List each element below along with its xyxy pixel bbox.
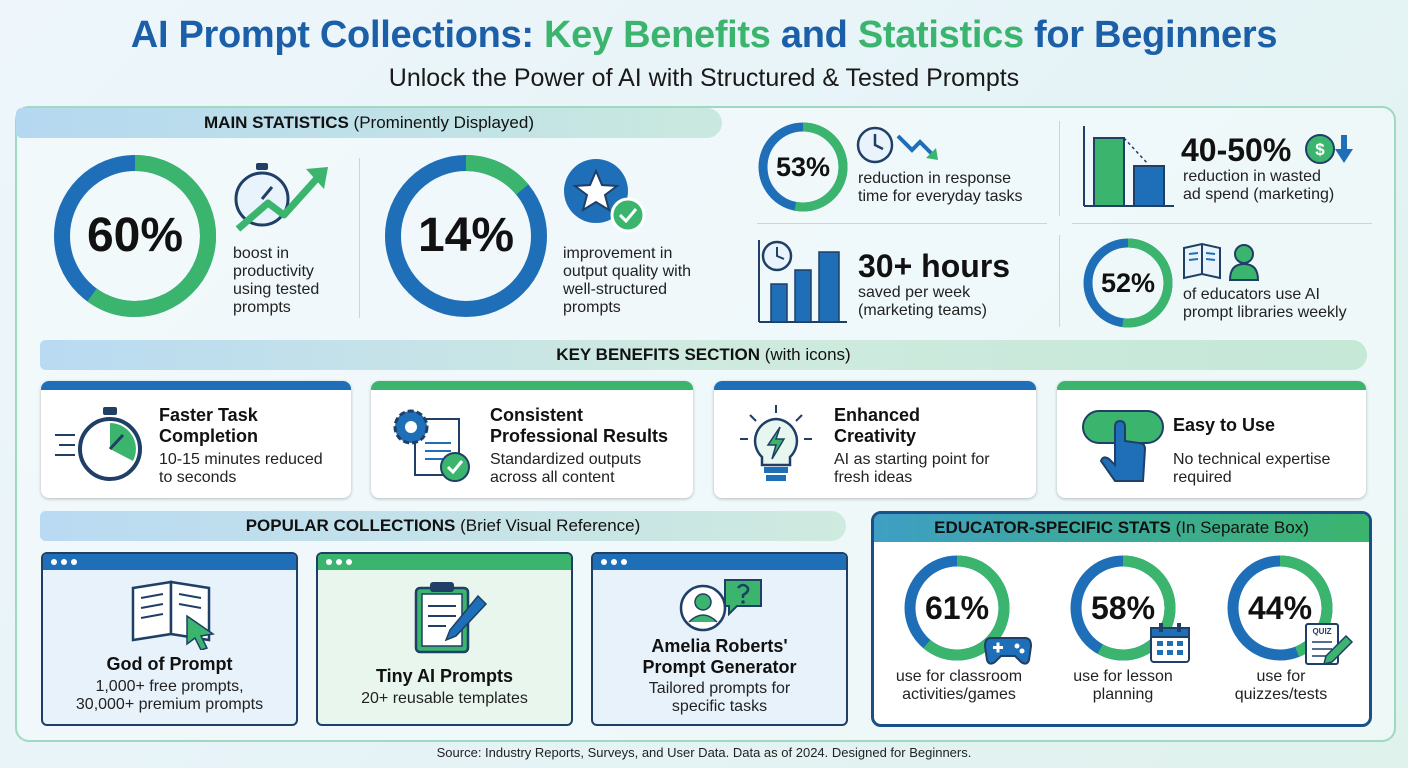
collection-desc: Tailored prompts for specific tasks — [648, 680, 791, 715]
benefit-desc: No technical expertise required — [1173, 451, 1331, 486]
stat-30-hours-text: saved per week (marketing teams) — [858, 284, 987, 319]
ring-60-chart — [54, 155, 216, 317]
calendar-icon — [1150, 623, 1190, 663]
stat-60-text: boost in productivity using tested prompts — [233, 245, 320, 316]
bar-decrease-icon — [1083, 126, 1174, 207]
stat-61-value: 61% — [924, 590, 990, 626]
stat-58-value: 58% — [1090, 590, 1156, 626]
main-statistics-band: MAIN STATISTICS (Prominently Displayed) — [16, 108, 722, 138]
stat-53-value: 53% — [775, 152, 831, 182]
page-subtitle: Unlock the Power of AI with Structured &… — [388, 64, 1020, 92]
stat-44-text: use for quizzes/tests — [1234, 668, 1328, 703]
divider — [1059, 121, 1060, 216]
clipboard-pencil-icon — [414, 582, 488, 654]
benefit-title: Easy to Use — [1173, 415, 1276, 435]
collection-title: God of Prompt — [106, 654, 233, 674]
clock-bar-chart-icon — [758, 240, 847, 323]
stat-30-hours-value: 30+ hours — [858, 248, 1011, 284]
stat-52-value: 52% — [1100, 268, 1156, 298]
window-bar — [318, 554, 571, 570]
collection-desc: 1,000+ free prompts, 30,000+ premium prom… — [75, 678, 264, 713]
collection-prompt-generator: Amelia Roberts' Prompt Generator Tailored… — [591, 552, 848, 726]
press-button-icon — [1082, 410, 1164, 482]
divider — [359, 158, 360, 318]
stat-60-value: 60% — [86, 209, 184, 262]
ring-52-chart — [1083, 238, 1173, 328]
benefit-desc: Standardized outputs across all content — [490, 451, 642, 486]
quiz-sheet-icon: QUIZ — [1305, 623, 1354, 666]
key-benefits-band: KEY BENEFITS SECTION (with icons) — [40, 340, 1367, 370]
clock-down-icon — [856, 126, 938, 164]
source-footer: Source: Industry Reports, Surveys, and U… — [436, 745, 972, 760]
divider — [1072, 223, 1372, 224]
gamepad-icon — [983, 637, 1033, 665]
dollar-sign: $ — [1315, 140, 1325, 159]
benefit-desc: AI as starting point for fresh ideas — [834, 451, 990, 486]
collection-god-of-prompt: God of Prompt 1,000+ free prompts, 30,000… — [41, 552, 298, 726]
benefit-card-easy: Easy to Use No technical expertise requir… — [1057, 381, 1366, 498]
star-quality-icon — [564, 159, 646, 233]
benefit-title: Faster Task Completion — [159, 405, 258, 446]
stat-14-value: 14% — [417, 209, 515, 262]
window-bar — [593, 554, 846, 570]
benefit-title: Consistent Professional Results — [490, 405, 669, 446]
open-book-icon — [131, 580, 215, 650]
collection-title: Amelia Roberts' Prompt Generator — [642, 636, 797, 677]
window-bar — [43, 554, 296, 570]
benefit-card-creativity: Enhanced Creativity AI as starting point … — [714, 381, 1036, 498]
lightbulb-icon — [740, 405, 812, 481]
dollar-down-icon: $ — [1305, 134, 1353, 164]
divider — [1059, 235, 1060, 327]
benefit-title: Enhanced Creativity — [834, 405, 921, 446]
ring-53-chart — [758, 122, 848, 212]
benefit-desc: 10-15 minutes reduced to seconds — [159, 451, 323, 486]
popular-collections-band: POPULAR COLLECTIONS (Brief Visual Refere… — [40, 511, 846, 541]
stat-40-50-value: 40-50% — [1181, 132, 1292, 168]
stat-61-text: use for classroom activities/games — [895, 668, 1023, 703]
collection-title: Tiny AI Prompts — [375, 666, 514, 686]
stat-52-text: of educators use AI prompt libraries week… — [1183, 286, 1347, 321]
stat-44-value: 44% — [1247, 590, 1313, 626]
page-title: AI Prompt Collections: Key Benefits and … — [130, 14, 1278, 56]
benefit-card-faster: Faster Task Completion 10-15 minutes redu… — [41, 381, 351, 498]
ring-58-chart — [1070, 555, 1176, 661]
ring-14-chart — [385, 155, 547, 317]
educator-stats-box: EDUCATOR-SPECIFIC STATS (In Separate Box… — [871, 511, 1372, 727]
book-educator-icon — [1183, 242, 1260, 281]
person-question-icon — [679, 579, 762, 632]
stat-53-text: reduction in response time for everyday t… — [858, 170, 1023, 205]
ring-44-chart — [1227, 555, 1333, 661]
stat-40-50-text: reduction in wasted ad spend (marketing) — [1183, 168, 1335, 203]
stat-58-text: use for lesson planning — [1073, 668, 1173, 703]
quiz-label: QUIZ — [1312, 627, 1331, 636]
divider — [757, 223, 1047, 224]
collection-tiny-ai-prompts: Tiny AI Prompts 20+ reusable templates — [316, 552, 573, 726]
educator-header: EDUCATOR-SPECIFIC STATS (In Separate Box… — [874, 514, 1369, 542]
gear-document-icon — [393, 409, 470, 482]
ring-61-chart — [904, 555, 1010, 661]
benefit-card-consistent: Consistent Professional Results Standardi… — [371, 381, 693, 498]
stopwatch-icon — [55, 407, 142, 481]
collection-desc: 20+ reusable templates — [361, 690, 528, 707]
productivity-up-icon — [234, 163, 328, 232]
stat-14-text: improvement in output quality with well-st… — [563, 245, 692, 316]
